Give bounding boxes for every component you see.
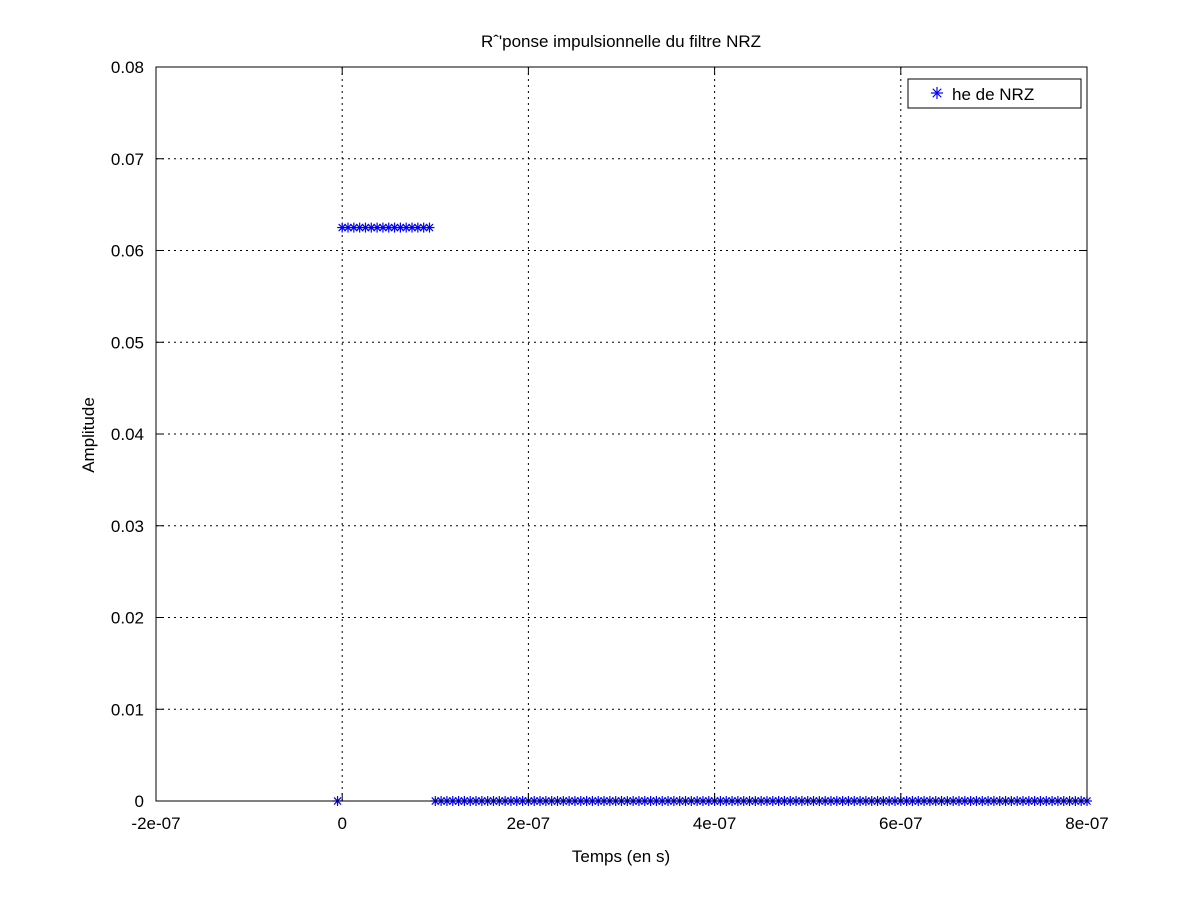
- y-tick-label: 0.01: [111, 700, 144, 719]
- y-tick-label: 0.06: [111, 242, 144, 261]
- data-point: [383, 222, 394, 233]
- y-tick-label: 0.02: [111, 609, 144, 628]
- x-tick-label: 4e-07: [693, 814, 736, 833]
- legend-entry-label: he de NRZ: [952, 85, 1034, 104]
- x-tick-label: 0: [337, 814, 346, 833]
- x-axis-label: Temps (en s): [572, 847, 670, 866]
- y-axis-label: Amplitude: [79, 397, 98, 473]
- axis-ticks: -2e-07 0 2e-07 4e-07 6e-07 8e-07 0 0.01 0.02 0.03…: [111, 58, 1109, 833]
- x-tick-label: -2e-07: [131, 814, 180, 833]
- x-tick-label: 6e-07: [879, 814, 922, 833]
- legend-marker-glyph: [931, 87, 943, 99]
- grid-lines: [156, 67, 1087, 801]
- data-point: [395, 222, 406, 233]
- legend-marker-icon: [931, 87, 943, 99]
- x-tick-label: 8e-07: [1065, 814, 1108, 833]
- y-tick-label: 0: [135, 792, 144, 811]
- y-tick-label: 0.04: [111, 425, 144, 444]
- data-markers: [332, 222, 1092, 806]
- x-tick-label: 2e-07: [507, 814, 550, 833]
- y-tick-label: 0.08: [111, 58, 144, 77]
- y-tick-label: 0.05: [111, 333, 144, 352]
- legend: he de NRZ: [907, 78, 1082, 109]
- data-point: [424, 222, 435, 233]
- chart-title: Rˆ'ponse impulsionnelle du filtre NRZ: [481, 32, 761, 51]
- y-tick-label: 0.07: [111, 150, 144, 169]
- y-tick-label: 0.03: [111, 517, 144, 536]
